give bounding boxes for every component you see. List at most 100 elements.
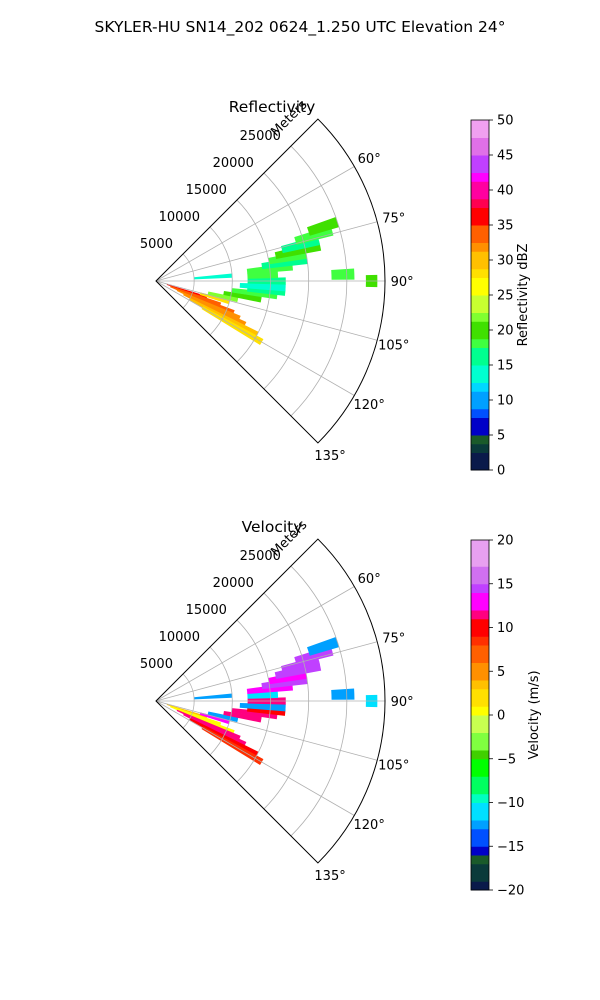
velocity-colorbar-swatch-5 (471, 837, 489, 847)
velocity-panel: Velocity 5000 10000 15000 20000 25000 60° 75°… (140, 518, 542, 899)
velocity-radial-tick-label-1: 10000 (159, 630, 200, 645)
velocity-colorbar-swatch-39 (471, 540, 489, 550)
reflectivity-colorbar-swatch-23 (471, 260, 489, 270)
velocity-colorbar-swatch-15 (471, 750, 489, 760)
velocity-azimuth-spoke-3 (155, 700, 378, 761)
reflectivity-azimuth-spoke-1 (155, 221, 378, 282)
velocity-colorbar-swatch-8 (471, 811, 489, 821)
reflectivity-colorbar: 0 5 10 15 20 25 30 35 40 45 50 (470, 114, 514, 479)
velocity-colorbar-swatch-26 (471, 653, 489, 663)
reflectivity-colorbar-swatch-5 (471, 417, 489, 427)
figure-suptitle: SKYLER-HU SN14_202 0624_1.250 UTC Elevat… (95, 18, 506, 37)
reflectivity-azimuth-labels: 60° 75° 90° 105° 120° 135° (314, 152, 413, 464)
velocity-colorbar-swatch-1 (471, 872, 489, 882)
reflectivity-colorbar-swatch-28 (471, 216, 489, 226)
reflectivity-colorbar-swatch-6 (471, 408, 489, 418)
reflectivity-azimuth-tick-label-4: 120° (354, 398, 385, 413)
reflectivity-azimuth-spoke-3 (155, 280, 378, 341)
velocity-azimuth-spoke-1 (155, 641, 378, 702)
velocity-colorbar-swatch-28 (471, 636, 489, 646)
velocity-colorbar-tick-label-6: 10 (497, 621, 514, 636)
velocity-echo-7 (199, 712, 230, 725)
reflectivity-radial-tick-label-0: 5000 (140, 237, 173, 252)
reflectivity-colorbar-swatch-1 (471, 452, 489, 462)
reflectivity-echo-23 (331, 268, 355, 280)
velocity-colorbar-swatch-14 (471, 758, 489, 768)
velocity-colorbar-swatch-3 (471, 855, 489, 865)
velocity-colorbar-swatch-9 (471, 802, 489, 812)
reflectivity-colorbar-swatch-24 (471, 251, 489, 261)
reflectivity-echo-12 (239, 283, 286, 292)
velocity-colorbar-swatch-36 (471, 566, 489, 576)
velocity-colorbar-tick-label-8: 20 (497, 534, 514, 549)
reflectivity-colorbar-tick-label-2: 10 (497, 394, 514, 409)
reflectivity-azimuth-spoke-0 (155, 166, 355, 282)
reflectivity-colorbar-swatch-38 (471, 128, 489, 138)
reflectivity-colorbar-swatch-3 (471, 435, 489, 445)
velocity-colorbar-tick-label-2: −10 (497, 796, 524, 811)
reflectivity-echo-8 (207, 291, 239, 303)
velocity-colorbar: −20 −15 −10 −5 0 5 10 15 20 (470, 534, 524, 899)
reflectivity-colorbar-swatch-26 (471, 233, 489, 243)
velocity-colorbar-swatch-30 (471, 618, 489, 628)
reflectivity-colorbar-swatch-34 (471, 163, 489, 173)
reflectivity-colorbar-swatch-32 (471, 181, 489, 191)
velocity-radial-tick-label-3: 20000 (213, 576, 254, 591)
reflectivity-colorbar-swatch-11 (471, 365, 489, 375)
velocity-colorbar-swatch-29 (471, 627, 489, 637)
velocity-echo-9 (223, 711, 262, 723)
velocity-azimuth-tick-label-1: 75° (382, 631, 405, 646)
reflectivity-colorbar-swatch-35 (471, 155, 489, 165)
reflectivity-azimuth-tick-label-3: 105° (378, 339, 409, 354)
reflectivity-echo-22 (193, 273, 233, 280)
reflectivity-azimuth-tick-label-2: 90° (391, 275, 414, 290)
reflectivity-radial-labels: 5000 10000 15000 20000 25000 (140, 129, 281, 252)
velocity-colorbar-swatch-18 (471, 723, 489, 733)
velocity-radial-labels: 5000 10000 15000 20000 25000 (140, 549, 281, 672)
reflectivity-colorbar-swatch-22 (471, 268, 489, 278)
reflectivity-colorbar-swatch-0 (471, 461, 489, 471)
velocity-colorbar-swatch-38 (471, 548, 489, 558)
velocity-colorbar-swatch-10 (471, 793, 489, 803)
reflectivity-colorbar-swatch-13 (471, 347, 489, 357)
velocity-colorbar-swatch-17 (471, 732, 489, 742)
reflectivity-colorbar-swatch-37 (471, 137, 489, 147)
reflectivity-colorbar-tick-label-0: 0 (497, 464, 505, 479)
reflectivity-azimuth-tick-label-0: 60° (358, 152, 381, 167)
reflectivity-colorbar-swatch-15 (471, 330, 489, 340)
velocity-colorbar-tick-label-3: −5 (497, 752, 516, 767)
reflectivity-panel: Reflectivity 5000 10000 15000 20000 25000 60… (140, 98, 531, 479)
reflectivity-colorbar-swatch-27 (471, 225, 489, 235)
reflectivity-colorbar-tick-label-3: 15 (497, 359, 514, 374)
velocity-colorbar-swatch-24 (471, 671, 489, 681)
reflectivity-colorbar-swatch-17 (471, 312, 489, 322)
velocity-colorbar-swatch-6 (471, 828, 489, 838)
velocity-colorbar-swatch-34 (471, 583, 489, 593)
reflectivity-colorbar-tick-label-5: 25 (497, 289, 514, 304)
reflectivity-colorbar-tick-label-10: 50 (497, 114, 514, 129)
velocity-colorbar-label: Velocity (m/s) (527, 670, 542, 759)
reflectivity-azimuth-tick-label-1: 75° (382, 211, 405, 226)
reflectivity-colorbar-tick-label-1: 5 (497, 429, 505, 444)
reflectivity-colorbar-tick-label-9: 45 (497, 149, 514, 164)
velocity-echo-22 (193, 693, 233, 700)
velocity-azimuth-spoke-0 (155, 586, 355, 702)
reflectivity-radial-tick-label-2: 15000 (186, 183, 227, 198)
velocity-azimuth-tick-label-2: 90° (391, 695, 414, 710)
velocity-colorbar-swatch-22 (471, 688, 489, 698)
reflectivity-colorbar-swatch-7 (471, 400, 489, 410)
velocity-colorbar-swatch-12 (471, 776, 489, 786)
reflectivity-colorbar-swatch-25 (471, 242, 489, 252)
reflectivity-colorbar-swatch-31 (471, 190, 489, 200)
reflectivity-colorbar-tick-label-8: 40 (497, 184, 514, 199)
velocity-colorbar-tick-label-7: 15 (497, 577, 514, 592)
velocity-grid (155, 538, 386, 864)
velocity-colorbar-swatch-19 (471, 715, 489, 725)
velocity-colorbar-swatch-23 (471, 680, 489, 690)
reflectivity-colorbar-label: Reflectivity dBZ (516, 244, 531, 347)
reflectivity-colorbar-swatch-36 (471, 146, 489, 156)
reflectivity-colorbar-swatch-18 (471, 303, 489, 313)
velocity-azimuth-labels: 60° 75° 90° 105° 120° 135° (314, 572, 413, 884)
velocity-azimuth-tick-label-5: 135° (314, 869, 345, 884)
